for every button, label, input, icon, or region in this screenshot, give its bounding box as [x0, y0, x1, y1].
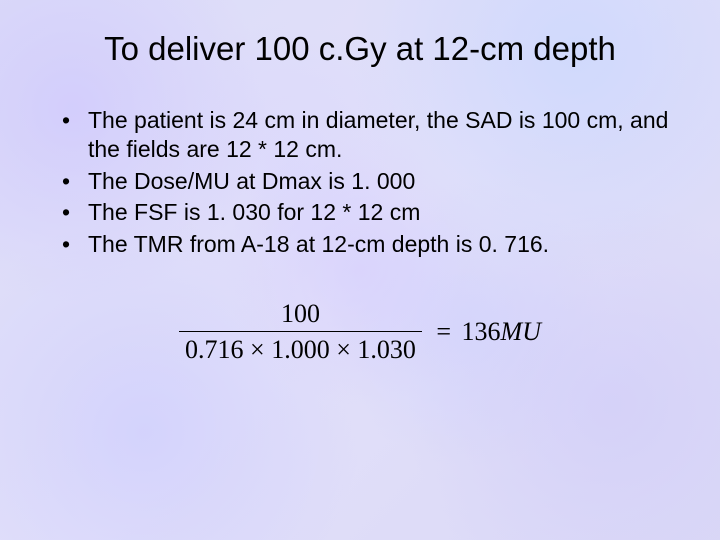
list-item: The patient is 24 cm in diameter, the SA…	[62, 106, 680, 165]
result-unit: MU	[501, 317, 541, 346]
slide: To deliver 100 c.Gy at 12-cm depth The p…	[0, 0, 720, 540]
result: 136MU	[462, 317, 541, 346]
list-item: The Dose/MU at Dmax is 1. 000	[62, 167, 680, 196]
denominator: 0.716 × 1.000 × 1.030	[179, 331, 422, 365]
result-value: 136	[462, 317, 501, 346]
numerator: 100	[179, 299, 422, 331]
slide-title: To deliver 100 c.Gy at 12-cm depth	[40, 30, 680, 68]
formula: 100 0.716 × 1.000 × 1.030 = 136MU	[40, 299, 680, 365]
equals-sign: =	[428, 317, 455, 346]
list-item: The FSF is 1. 030 for 12 * 12 cm	[62, 198, 680, 227]
list-item: The TMR from A-18 at 12-cm depth is 0. 7…	[62, 230, 680, 259]
bullet-list: The patient is 24 cm in diameter, the SA…	[40, 106, 680, 259]
fraction: 100 0.716 × 1.000 × 1.030	[179, 299, 422, 365]
